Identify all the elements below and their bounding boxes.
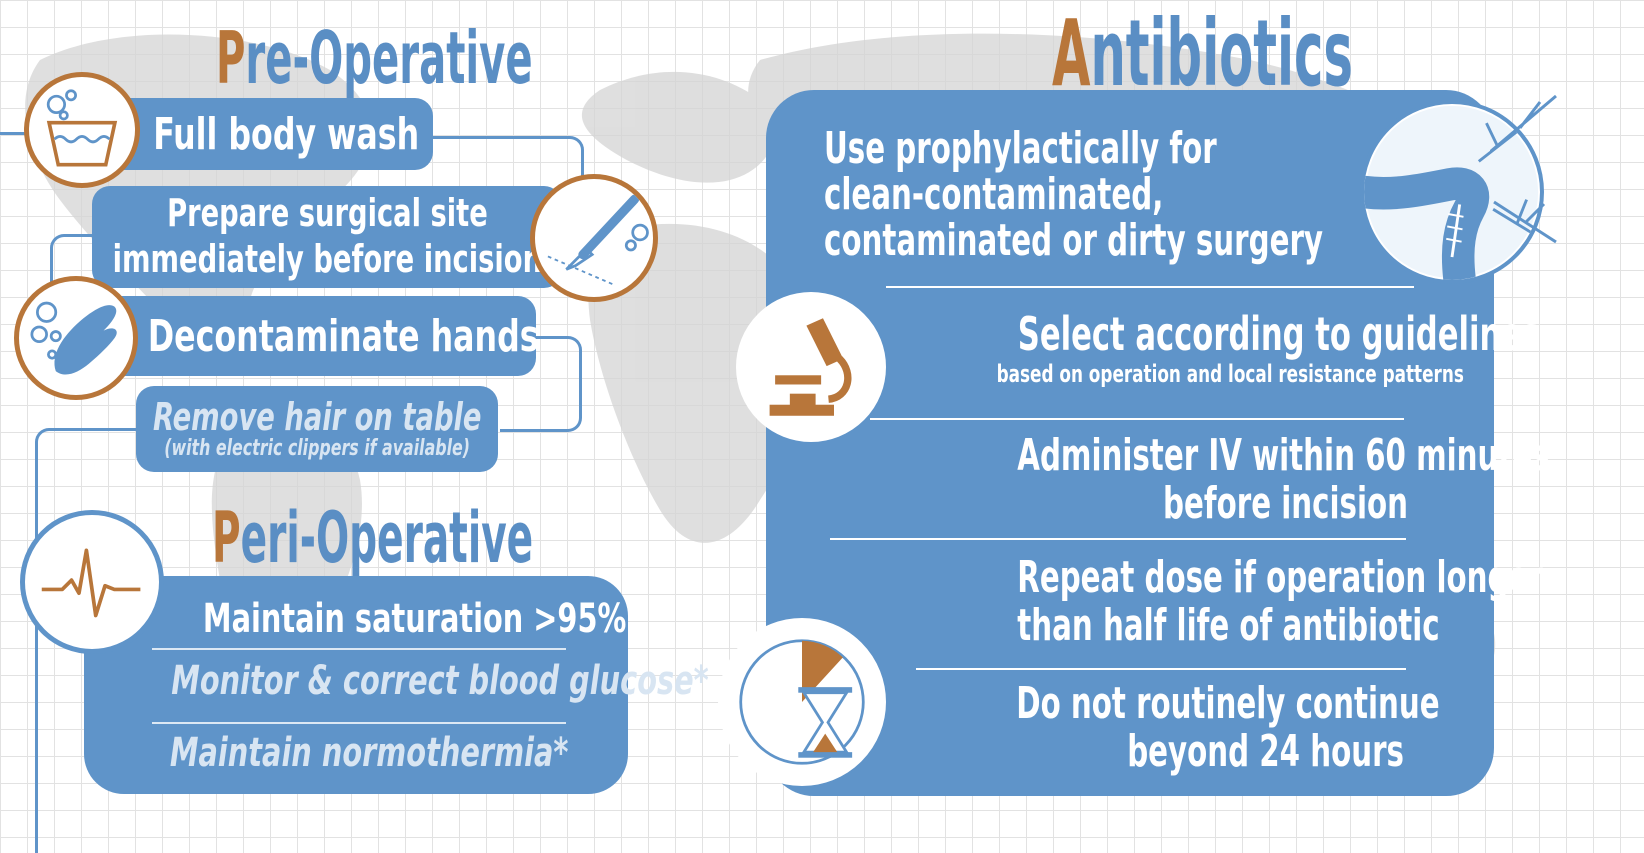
antibiotics-separator	[886, 286, 1414, 288]
antibiotics-separator	[830, 538, 1406, 540]
full-body-wash-box: Full body wash	[100, 98, 433, 170]
decontaminate-hands-box: Decontaminate hands	[100, 296, 539, 376]
periop-separator	[152, 648, 566, 650]
preop-title-initial: P	[216, 16, 246, 100]
continue-line-1: Do not routinely continue	[1016, 678, 1440, 729]
hourglass-clock-icon	[739, 639, 865, 765]
select-sub: based on operation and local resistance …	[996, 360, 1464, 388]
connector-line	[0, 132, 40, 135]
wash-basin-icon	[46, 89, 118, 167]
prepare-surgical-site-box: Prepare surgical site immediately before…	[92, 186, 562, 288]
connector-line	[35, 428, 145, 853]
periop-box	[84, 576, 628, 794]
heartbeat-icon-circle	[20, 510, 164, 654]
use-line-3: contaminated or dirty surgery	[824, 215, 1323, 266]
maintain-saturation-text: Maintain saturation >95%	[202, 596, 627, 642]
periop-title: Peri-Operative	[212, 503, 533, 573]
use-line-1: Use prophylactically for	[824, 123, 1217, 174]
hourglass-clock-icon-circle	[718, 618, 886, 786]
remove-hair-label: Remove hair on table	[152, 394, 482, 439]
administer-line-2: before incision	[1163, 478, 1408, 529]
microscope-icon	[769, 318, 852, 416]
select-main: Select according to guidelines	[1017, 307, 1541, 361]
hand-wash-icon	[30, 301, 117, 375]
antibiotics-separator	[870, 418, 1404, 420]
repeat-line-2: than half life of antibiotic	[1017, 600, 1440, 651]
monitor-glucose-text: Monitor & correct blood glucose*	[171, 658, 709, 704]
repeat-dose-text: Repeat dose if operation longer than hal…	[880, 552, 1543, 651]
antibiotics-title: Antibiotics	[1052, 8, 1353, 100]
heartbeat-icon	[41, 548, 141, 618]
maintain-normothermia-text: Maintain normothermia*	[169, 730, 569, 776]
decontaminate-hands-label: Decontaminate hands	[147, 310, 539, 362]
hand-wash-icon-circle	[14, 276, 138, 400]
do-not-continue-text: Do not routinely continue beyond 24 hour…	[880, 678, 1440, 777]
use-line-2: clean-contaminated,	[824, 169, 1164, 220]
use-prophylactically-text: Use prophylactically for clean-contamina…	[824, 126, 1323, 264]
antibiotics-separator	[916, 668, 1406, 670]
prepare-surgical-site-line1: Prepare surgical site	[166, 191, 488, 236]
periop-title-initial: P	[212, 497, 241, 579]
prepare-surgical-site-line2: immediately before incision	[112, 237, 542, 281]
vessel-lines-icon	[1490, 94, 1557, 244]
wash-basin-icon-circle	[24, 72, 140, 188]
continue-line-2: beyond 24 hours	[1127, 726, 1404, 777]
periop-separator	[152, 722, 566, 724]
antibiotics-title-initial: A	[1052, 0, 1091, 107]
full-body-wash-label: Full body wash	[153, 108, 420, 160]
repeat-line-1: Repeat dose if operation longer	[1017, 552, 1543, 603]
preop-title-rest: re-Operative	[245, 16, 533, 100]
periop-title-rest: eri-Operative	[240, 497, 534, 579]
scalpel-icon	[547, 194, 649, 285]
antibiotics-title-rest: ntibiotics	[1090, 0, 1353, 107]
connector-line	[420, 136, 584, 186]
microscope-icon-circle	[736, 292, 886, 442]
preop-title: Pre-Operative	[216, 22, 533, 94]
scalpel-icon-circle	[530, 174, 658, 302]
remove-hair-sublabel: (with electric clippers if available)	[164, 436, 470, 462]
administer-line-1: Administer IV within 60 minutes	[1017, 430, 1550, 481]
select-guidelines-text: Select according to guidelines based on …	[880, 307, 1541, 388]
connector-line	[50, 234, 100, 294]
connector-line	[500, 336, 582, 432]
remove-hair-box: Remove hair on table (with electric clip…	[136, 386, 498, 472]
administer-iv-text: Administer IV within 60 minutes before i…	[880, 430, 1550, 529]
